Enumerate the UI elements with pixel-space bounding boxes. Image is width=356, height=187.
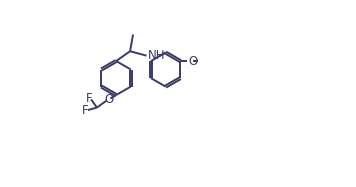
Text: O: O [104,93,114,106]
Text: F: F [86,92,93,105]
Text: O: O [189,55,198,68]
Text: NH: NH [148,49,166,62]
Text: F: F [82,104,89,117]
